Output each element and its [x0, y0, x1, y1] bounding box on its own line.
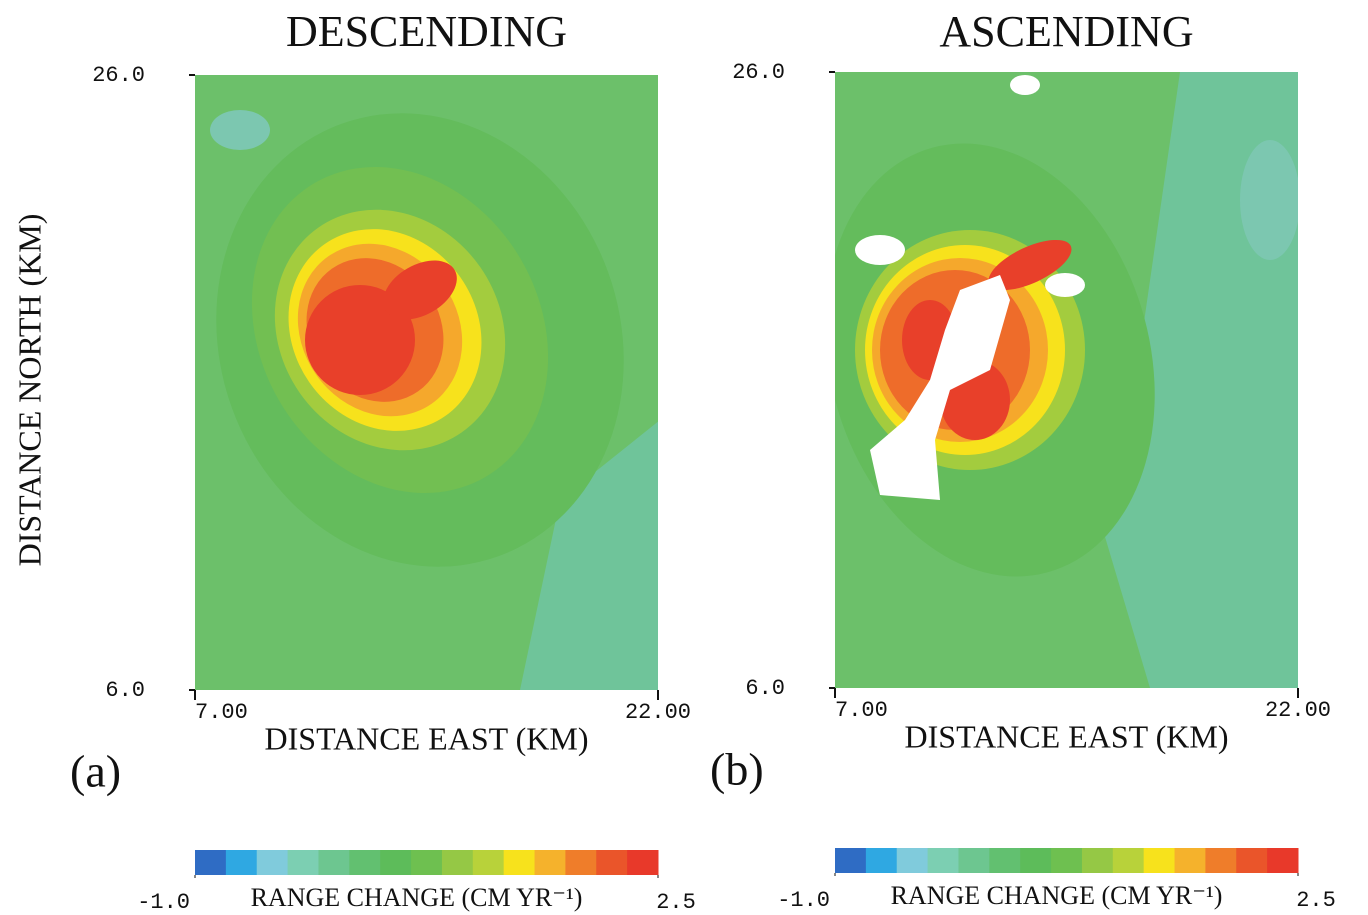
colorbar-cell: [225, 850, 258, 875]
colorbar-cell: [1112, 848, 1145, 873]
colorbar-cell: [1205, 848, 1237, 873]
colorbar-cell: [1020, 848, 1052, 873]
colorbar-cell: [1143, 848, 1176, 873]
y-tick-label: 6.0: [105, 678, 145, 703]
colorbar-cell: [195, 850, 227, 875]
colorbar-cell: [256, 850, 289, 875]
colorbar-cell: [380, 850, 412, 875]
colorbar-cell: [896, 848, 929, 873]
x-tick-label: 7.00: [195, 700, 248, 725]
colorbar-tick-label: -1.0: [777, 888, 830, 913]
colorbar-cell: [989, 848, 1021, 873]
map-field: [195, 75, 658, 690]
colorbar-cell: [627, 850, 659, 875]
colorbar-cell: [1081, 848, 1114, 873]
colorbar-cell: [1051, 848, 1083, 873]
x-tick-label: 22.00: [625, 700, 691, 725]
colorbar-cell: [1267, 848, 1299, 873]
y-tick-label: 26.0: [92, 63, 145, 88]
colorbar-cell: [441, 850, 474, 875]
colorbar-label: RANGE CHANGE (CM YR⁻¹): [891, 881, 1223, 910]
colorbar-cell: [411, 850, 443, 875]
colorbar-cell: [349, 850, 381, 875]
panel-label: (b): [710, 744, 764, 795]
colorbar-cell: [958, 848, 990, 873]
panel-label: (a): [70, 746, 121, 797]
y-tick-label: 6.0: [745, 676, 785, 701]
colorbar-cell: [503, 850, 536, 875]
colorbar-tick-label: 2.5: [1296, 888, 1336, 913]
y-axis-label: DISTANCE NORTH (KM): [11, 214, 47, 567]
x-axis-label: DISTANCE EAST (KM): [265, 720, 589, 756]
colorbar-cell: [1174, 848, 1206, 873]
colorbar-label: RANGE CHANGE (CM YR⁻¹): [251, 883, 583, 912]
chart-title: ASCENDING: [939, 7, 1193, 56]
colorbar-cell: [835, 848, 867, 873]
colorbar-cell: [596, 850, 628, 875]
map-field: [835, 72, 1298, 688]
chart-title: DESCENDING: [286, 7, 567, 56]
x-axis-label: DISTANCE EAST (KM): [905, 718, 1229, 754]
x-tick-label: 22.00: [1265, 698, 1331, 723]
x-tick-label: 7.00: [835, 698, 888, 723]
colorbar-cell: [318, 850, 350, 875]
colorbar-tick-label: 2.5: [656, 890, 696, 915]
colorbar-cell: [865, 848, 898, 873]
colorbar-cell: [472, 850, 505, 875]
colorbar-cell: [565, 850, 597, 875]
colorbar-cell: [927, 848, 959, 873]
colorbar-cell: [534, 850, 566, 875]
colorbar-cell: [1236, 848, 1268, 873]
colorbar-cell: [287, 850, 319, 875]
colorbar-tick-label: -1.0: [137, 890, 190, 915]
y-tick-label: 26.0: [732, 60, 785, 85]
